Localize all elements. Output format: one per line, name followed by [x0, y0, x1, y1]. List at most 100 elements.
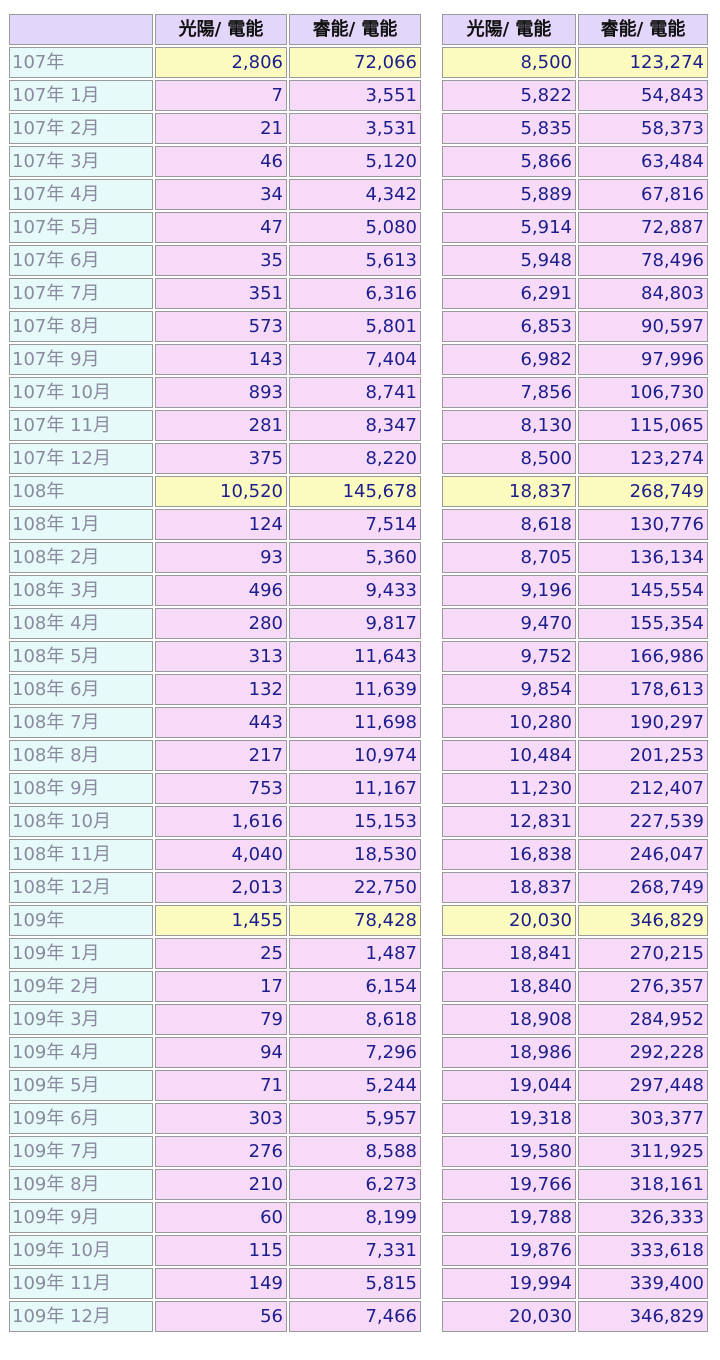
kymco-cumulative-value: 18,986	[442, 1037, 576, 1068]
kymco-cumulative-value: 10,280	[442, 707, 576, 738]
table-row: 5,914 72,887	[442, 212, 708, 243]
row-period-label: 107年 3月	[9, 146, 153, 177]
kymco-monthly-value: 94	[155, 1037, 287, 1068]
row-period-label: 109年 3月	[9, 1004, 153, 1035]
gogoro-cumulative-value: 201,253	[578, 740, 708, 771]
kymco-cumulative-value: 19,788	[442, 1202, 576, 1233]
gogoro-cumulative-value: 130,776	[578, 509, 708, 540]
gogoro-monthly-value: 5,244	[289, 1070, 421, 1101]
gogoro-cumulative-value: 58,373	[578, 113, 708, 144]
gogoro-monthly-value: 10,974	[289, 740, 421, 771]
kymco-monthly-value: 149	[155, 1268, 287, 1299]
table-row: 108年 7月 443 11,698	[9, 707, 421, 738]
gogoro-monthly-value: 8,741	[289, 377, 421, 408]
kymco-cumulative-value: 5,822	[442, 80, 576, 111]
kymco-monthly-value: 35	[155, 245, 287, 276]
gogoro-monthly-value: 8,347	[289, 410, 421, 441]
kymco-monthly-value: 281	[155, 410, 287, 441]
kymco-cumulative-value: 18,837	[442, 476, 576, 507]
row-period-label: 108年 4月	[9, 608, 153, 639]
table-row: 108年 4月 280 9,817	[9, 608, 421, 639]
table-row: 108年 1月 124 7,514	[9, 509, 421, 540]
kymco-cumulative-value: 9,752	[442, 641, 576, 672]
row-period-label: 107年 6月	[9, 245, 153, 276]
table-row: 5,866 63,484	[442, 146, 708, 177]
row-period-label: 107年 9月	[9, 344, 153, 375]
row-period-label: 107年 5月	[9, 212, 153, 243]
gogoro-cumulative-value: 123,274	[578, 47, 708, 78]
table-row: 16,838 246,047	[442, 839, 708, 870]
gogoro-cumulative-value: 67,816	[578, 179, 708, 210]
gogoro-cumulative-value: 268,749	[578, 872, 708, 903]
gogoro-monthly-value: 6,273	[289, 1169, 421, 1200]
kymco-monthly-value: 753	[155, 773, 287, 804]
gogoro-monthly-value: 11,167	[289, 773, 421, 804]
gogoro-cumulative-value: 63,484	[578, 146, 708, 177]
gogoro-cumulative-value: 227,539	[578, 806, 708, 837]
row-period-label: 107年 8月	[9, 311, 153, 342]
row-period-label: 108年 5月	[9, 641, 153, 672]
kymco-monthly-value: 443	[155, 707, 287, 738]
row-period-label: 109年 5月	[9, 1070, 153, 1101]
row-period-label: 109年 7月	[9, 1136, 153, 1167]
table-row: 8,705 136,134	[442, 542, 708, 573]
gogoro-monthly-value: 8,220	[289, 443, 421, 474]
table-row: 107年 9月 143 7,404	[9, 344, 421, 375]
table-row: 11,230 212,407	[442, 773, 708, 804]
table-row: 19,044 297,448	[442, 1070, 708, 1101]
kymco-monthly-value: 25	[155, 938, 287, 969]
table-row: 9,470 155,354	[442, 608, 708, 639]
kymco-monthly-value: 56	[155, 1301, 287, 1332]
gogoro-cumulative-value: 190,297	[578, 707, 708, 738]
gogoro-monthly-value: 7,404	[289, 344, 421, 375]
kymco-cumulative-value: 8,705	[442, 542, 576, 573]
kymco-cumulative-value: 18,841	[442, 938, 576, 969]
table-row: 6,291 84,803	[442, 278, 708, 309]
table-row: 108年 5月 313 11,643	[9, 641, 421, 672]
kymco-monthly-value: 71	[155, 1070, 287, 1101]
gogoro-cumulative-value: 106,730	[578, 377, 708, 408]
table-row: 6,853 90,597	[442, 311, 708, 342]
table-row: 10,484 201,253	[442, 740, 708, 771]
kymco-monthly-value: 7	[155, 80, 287, 111]
gogoro-cumulative-value: 166,986	[578, 641, 708, 672]
gogoro-cumulative-value: 78,496	[578, 245, 708, 276]
kymco-monthly-value: 2,013	[155, 872, 287, 903]
table-row: 6,982 97,996	[442, 344, 708, 375]
gogoro-monthly-value: 8,588	[289, 1136, 421, 1167]
table-row-year-total: 108年 10,520 145,678	[9, 476, 421, 507]
header-gogoro-emoving: 睿能/ 電能	[578, 14, 708, 45]
gogoro-monthly-value: 1,487	[289, 938, 421, 969]
kymco-monthly-value: 60	[155, 1202, 287, 1233]
kymco-cumulative-value: 8,130	[442, 410, 576, 441]
kymco-cumulative-value: 6,853	[442, 311, 576, 342]
table-row: 18,841 270,215	[442, 938, 708, 969]
table-row: 107年 7月 351 6,316	[9, 278, 421, 309]
table-row: 107年 11月 281 8,347	[9, 410, 421, 441]
table-row-year-total: 20,030 346,829	[442, 905, 708, 936]
kymco-cumulative-value: 20,030	[442, 1301, 576, 1332]
kymco-cumulative-value: 9,854	[442, 674, 576, 705]
kymco-cumulative-value: 11,230	[442, 773, 576, 804]
kymco-monthly-value: 276	[155, 1136, 287, 1167]
kymco-cumulative-value: 20,030	[442, 905, 576, 936]
gogoro-cumulative-value: 346,829	[578, 905, 708, 936]
kymco-cumulative-value: 9,196	[442, 575, 576, 606]
table-row: 109年 7月 276 8,588	[9, 1136, 421, 1167]
gogoro-cumulative-value: 297,448	[578, 1070, 708, 1101]
gogoro-cumulative-value: 276,357	[578, 971, 708, 1002]
gogoro-cumulative-value: 136,134	[578, 542, 708, 573]
gogoro-monthly-value: 9,817	[289, 608, 421, 639]
gogoro-cumulative-value: 115,065	[578, 410, 708, 441]
row-period-label: 107年 7月	[9, 278, 153, 309]
table-row: 108年 8月 217 10,974	[9, 740, 421, 771]
gogoro-cumulative-value: 292,228	[578, 1037, 708, 1068]
kymco-cumulative-value: 5,914	[442, 212, 576, 243]
kymco-monthly-value: 34	[155, 179, 287, 210]
table-row: 107年 5月 47 5,080	[9, 212, 421, 243]
kymco-cumulative-value: 10,484	[442, 740, 576, 771]
table-header-row: 光陽/ 電能 睿能/ 電能	[442, 14, 708, 45]
kymco-monthly-value: 93	[155, 542, 287, 573]
kymco-monthly-value: 893	[155, 377, 287, 408]
kymco-monthly-value: 4,040	[155, 839, 287, 870]
